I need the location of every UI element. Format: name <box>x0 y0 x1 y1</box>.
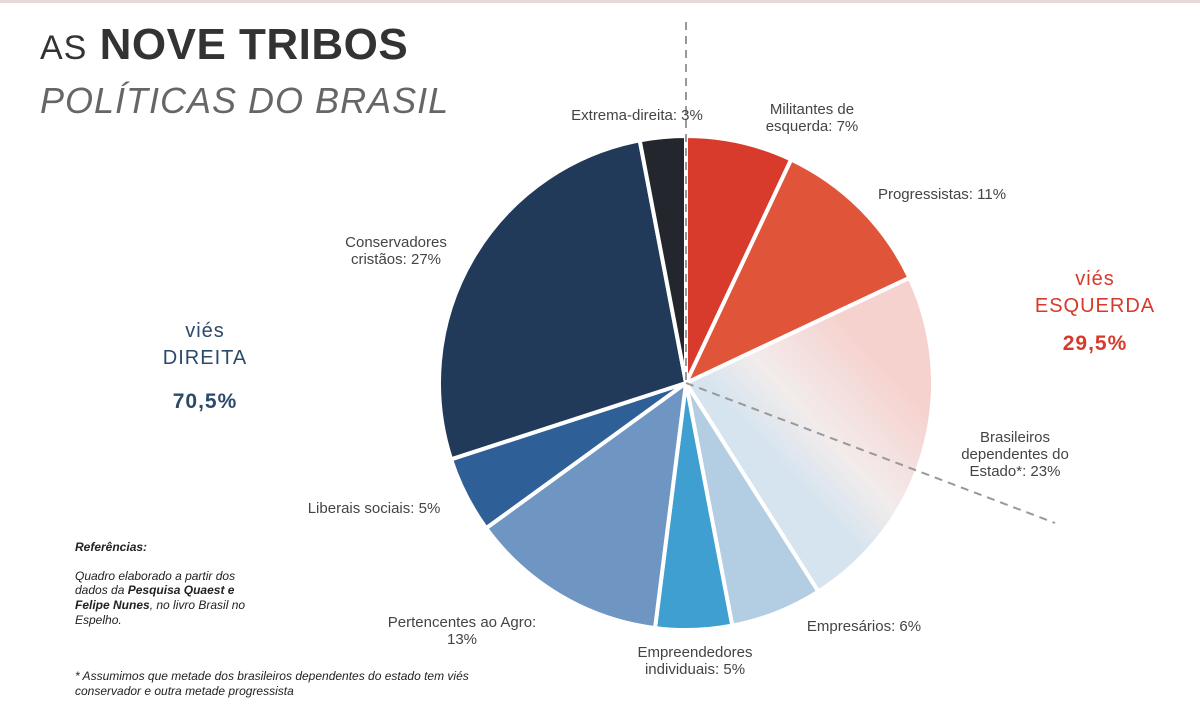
bias-right-block: viés DIREITA 70,5% <box>140 318 270 416</box>
bias-left-word: viés <box>1075 268 1115 290</box>
title-prefix: AS <box>40 29 88 67</box>
footnote: * Assumimos que metade dos brasileiros d… <box>75 669 469 698</box>
slice-label-extrema: Extrema-direita: 3% <box>571 107 703 124</box>
slice-label-agro: Pertencentes ao Agro: 13% <box>388 614 536 648</box>
slice-label-dependentes: Brasileiros dependentes do Estado*: 23% <box>961 429 1069 480</box>
bias-left-percent: 29,5% <box>1062 332 1128 355</box>
slice-label-empresarios: Empresários: 6% <box>807 618 921 635</box>
references-text: Quadro elaborado a partir dos dados da P… <box>75 569 255 628</box>
pie-slice-agro <box>484 381 688 631</box>
pie-slice-militantes <box>684 134 794 385</box>
references: Referências: Quadro elaborado a partir d… <box>75 540 255 627</box>
slice-labels: Militantes de esquerda: 7% Progressistas: … <box>308 101 1069 678</box>
title-main: NOVE TRIBOS <box>99 20 409 69</box>
bias-right-label: DIREITA <box>162 347 248 369</box>
divider-line-diagonal <box>685 382 1056 524</box>
slice-label-empreendedores: Empreendedores individuais: 5% <box>637 644 752 678</box>
bias-right-percent: 70,5% <box>172 390 238 413</box>
bias-left-block: viés ESQUERDA 29,5% <box>1010 266 1180 358</box>
references-source: Pesquisa Quaest e Felipe Nunes <box>75 583 235 612</box>
top-band <box>0 0 1200 3</box>
slice-label-liberais: Liberais sociais: 5% <box>308 500 441 517</box>
pie-slice-dependentes <box>684 275 935 594</box>
bias-right-word: viés <box>185 320 225 342</box>
bias-left-label: ESQUERDA <box>1034 295 1156 317</box>
page-subtitle: POLÍTICAS DO BRASIL <box>40 80 450 121</box>
pie-slice-progressistas <box>684 157 912 385</box>
pie-slices <box>437 134 935 632</box>
page-title: AS NOVE TRIBOS <box>40 20 408 70</box>
references-text-2: , no livro Brasil no Espelho. <box>75 597 246 627</box>
slice-label-progressistas: Progressistas: 11% <box>878 186 1006 203</box>
references-heading: Referências: <box>75 540 148 554</box>
slice-label-militantes: Militantes de esquerda: 7% <box>766 101 859 135</box>
slice-label-conservadores: Conservadores cristãos: 27% <box>345 234 447 268</box>
references-text-1: Quadro elaborado a partir dos dados da <box>75 568 236 598</box>
pie-slice-conservadores <box>437 138 688 462</box>
